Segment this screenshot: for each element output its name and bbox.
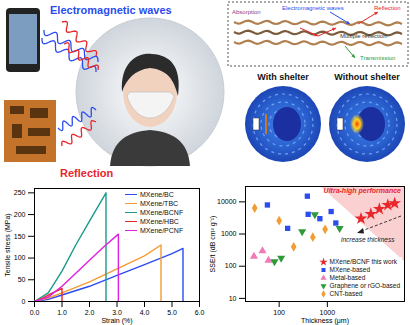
svg-text:100: 100 [225,262,237,269]
svg-text:100: 100 [14,254,26,261]
svg-text:50: 50 [18,276,26,283]
svg-text:100: 100 [273,309,285,316]
svg-text:With shelter: With shelter [257,72,309,82]
svg-text:Absorption: Absorption [232,9,261,15]
html-text:MXene/BCNF this work: MXene/BCNF this work [329,258,398,265]
svg-text:1000: 1000 [221,230,237,237]
svg-text:Transmission: Transmission [360,55,395,61]
svg-text:Tensile stress (MPa): Tensile stress (MPa) [4,213,12,276]
svg-text:5.0: 5.0 [167,309,177,316]
html-text:CNT-based: CNT-based [329,290,363,297]
svg-text:Electromagnetic waves: Electromagnetic waves [282,5,344,11]
svg-text:Without shelter: Without shelter [334,72,400,82]
svg-text:Reflection: Reflection [60,167,113,179]
svg-text:4.0: 4.0 [140,309,150,316]
svg-text:250: 250 [14,189,26,196]
svg-text:0.0: 0.0 [30,309,40,316]
svg-text:Thickness (μm): Thickness (μm) [301,317,349,325]
html-text:Ultra-high performance: Ultra-high performance [323,187,401,194]
html-text:increase thickness: increase thickness [341,236,395,243]
svg-text:Electromagnetic waves: Electromagnetic waves [50,4,172,16]
html-text:MXene/BCNF: MXene/BCNF [140,209,184,216]
svg-text:Strain (%): Strain (%) [101,317,132,325]
svg-text:6.0: 6.0 [195,309,205,316]
svg-text:3.0: 3.0 [112,309,122,316]
html-text:MXene-based: MXene-based [329,266,370,273]
svg-text:10000: 10000 [217,198,237,205]
svg-text:SSE/t (dB cm² g⁻¹): SSE/t (dB cm² g⁻¹) [209,216,217,273]
html-text:MXene/HBC: MXene/HBC [140,218,179,225]
html-text:Graphene or rGO-based: Graphene or rGO-based [329,282,400,289]
svg-text:Multiple reflection: Multiple reflection [340,33,387,39]
html-text:Metal-based: Metal-based [329,274,366,281]
svg-text:10: 10 [229,295,237,302]
html-text:MXene/BC: MXene/BC [140,191,174,198]
svg-text:200: 200 [14,211,26,218]
html-text:MXene/PCNF: MXene/PCNF [140,227,184,234]
html-text:MXene/TBC: MXene/TBC [140,200,179,207]
svg-text:150: 150 [14,233,26,240]
svg-text:2.0: 2.0 [85,309,95,316]
svg-text:1000: 1000 [320,309,336,316]
svg-text:1.0: 1.0 [57,309,67,316]
svg-text:0: 0 [22,298,26,305]
svg-text:Reflection: Reflection [374,5,401,11]
